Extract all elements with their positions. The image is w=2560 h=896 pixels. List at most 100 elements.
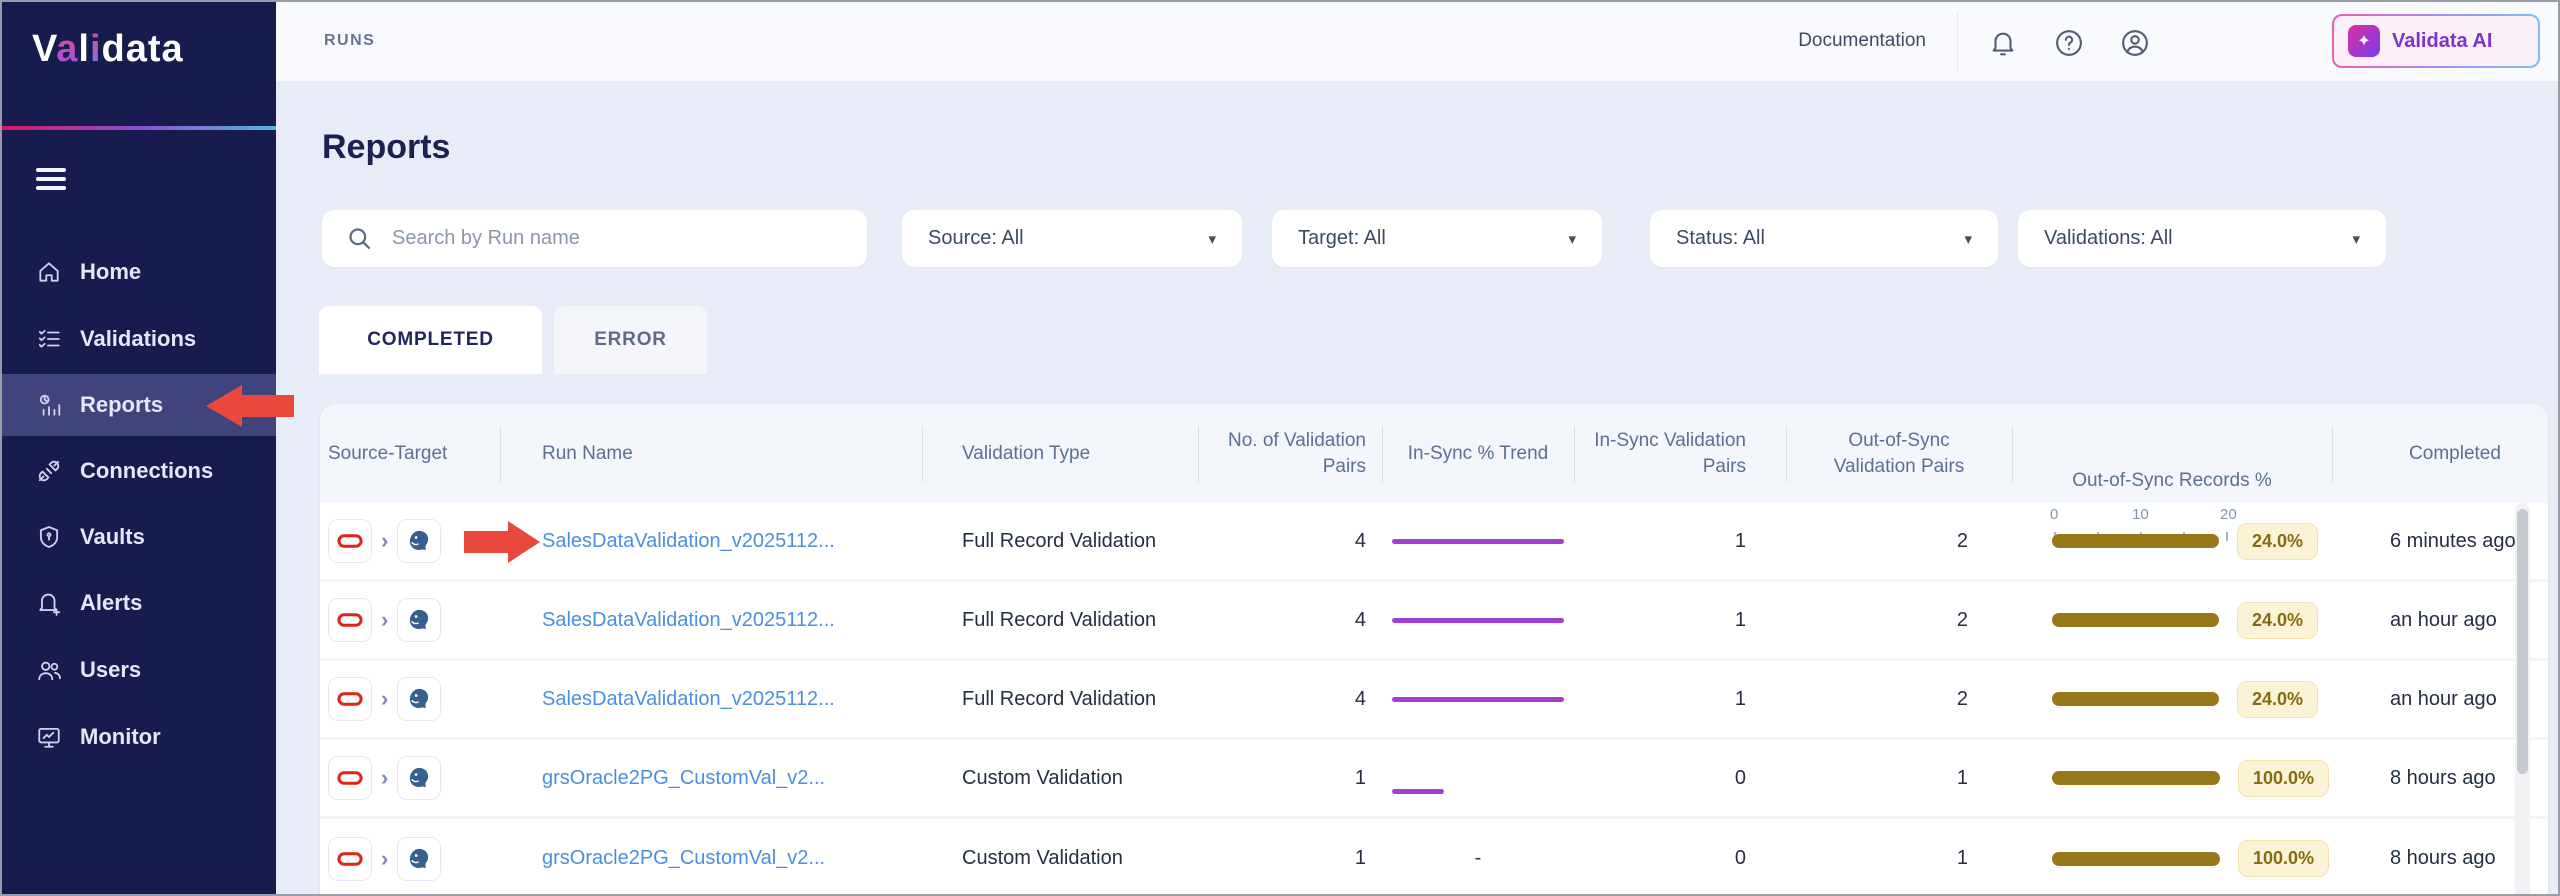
table-row[interactable]: › grsOracle2PG_CustomVal_v2... Custom Va…	[320, 819, 2548, 894]
ai-button-label: Validata AI	[2392, 29, 2493, 52]
oracle-source-icon	[328, 598, 372, 642]
sidebar-item-home[interactable]: Home	[2, 241, 276, 303]
chevron-right-icon: ›	[381, 845, 389, 871]
run-name-link[interactable]: SalesDataValidation_v2025112...	[542, 687, 835, 710]
table-header-row: Source-Target Run Name Validation Type N…	[320, 404, 2548, 541]
home-icon	[36, 259, 62, 285]
monitor-icon	[36, 724, 62, 750]
reports-icon	[36, 392, 62, 418]
table-row[interactable]: › grsOracle2PG_CustomVal_v2... Custom Va…	[320, 740, 2548, 819]
sidebar-item-connections[interactable]: Connections	[2, 440, 276, 502]
chevron-right-icon: ›	[381, 607, 389, 632]
annotation-arrow-reports	[206, 385, 294, 427]
out-of-sync-pairs: 2	[1956, 608, 1968, 631]
search-input[interactable]	[392, 210, 852, 267]
col-trend: In-Sync % Trend	[1407, 442, 1549, 464]
validation-type: Full Record Validation	[962, 608, 1157, 631]
chevron-right-icon: ›	[381, 528, 389, 553]
in-sync-trend-sparkline	[1392, 617, 1564, 623]
scrollbar-thumb[interactable]	[2517, 509, 2528, 774]
postgres-target-icon	[397, 756, 442, 800]
vaults-icon	[36, 524, 62, 550]
in-sync-pairs: 0	[1734, 766, 1746, 789]
help-icon[interactable]	[2054, 28, 2084, 58]
chevron-down-icon: ▾	[1208, 230, 1216, 248]
sidebar-item-vaults[interactable]: Vaults	[2, 506, 276, 568]
run-name-link[interactable]: grsOracle2PG_CustomVal_v2...	[542, 766, 826, 789]
no-of-pairs: 4	[1354, 529, 1366, 552]
run-name-link[interactable]: grsOracle2PG_CustomVal_v2...	[542, 847, 826, 869]
postgres-target-icon	[397, 836, 442, 881]
no-of-pairs: 1	[1354, 766, 1366, 789]
postgres-target-icon	[397, 677, 442, 721]
documentation-link[interactable]: Documentation	[1798, 30, 1926, 51]
validation-type: Full Record Validation	[962, 687, 1157, 710]
records-pct-bar	[2052, 692, 2219, 706]
col-source-target: Source-Target	[328, 442, 448, 464]
out-of-sync-pairs: 2	[1956, 529, 1968, 552]
run-name-link[interactable]: SalesDataValidation_v2025112...	[542, 529, 835, 552]
run-name-link[interactable]: SalesDataValidation_v2025112...	[542, 608, 835, 631]
ai-sparkle-chat-icon: ✦	[2348, 25, 2380, 57]
hamburger-menu-icon[interactable]	[36, 168, 66, 192]
no-of-pairs: 4	[1354, 687, 1366, 710]
notifications-bell-icon[interactable]	[1988, 28, 2018, 58]
table-scrollbar[interactable]	[2515, 503, 2530, 894]
col-validation-type: Validation Type	[962, 442, 1091, 464]
records-pct-bar	[2052, 771, 2220, 785]
out-of-sync-pairs: 2	[1956, 687, 1968, 710]
alerts-icon	[36, 590, 62, 616]
col-completed: Completed	[2409, 442, 2501, 464]
annotation-arrow-run	[464, 521, 540, 563]
completed-time: an hour ago	[2390, 608, 2497, 631]
in-sync-pairs: 1	[1734, 608, 1746, 631]
records-pct-badge: 24.0%	[2237, 522, 2319, 560]
col-in-sync-pairs: In-Sync Validation Pairs	[1594, 429, 1746, 477]
table-row[interactable]: › SalesDataValidation_v2025112... Full R…	[320, 661, 2548, 740]
completed-time: an hour ago	[2390, 687, 2497, 710]
topbar: RUNS Documentation ✦ Validata AI	[276, 2, 2558, 82]
user-account-icon[interactable]	[2120, 28, 2150, 58]
sidebar-item-monitor[interactable]: Monitor	[2, 706, 276, 768]
validata-logo: Validata	[32, 28, 184, 70]
records-pct-bar	[2052, 851, 2220, 866]
oracle-source-icon	[328, 519, 372, 563]
table-row[interactable]: › SalesDataValidation_v2025112... Full R…	[320, 582, 2548, 661]
reports-table: Source-Target Run Name Validation Type N…	[320, 404, 2548, 894]
col-out-of-sync-pairs: Out-of-Sync Validation Pairs	[1833, 429, 1965, 477]
sidebar-item-alerts[interactable]: Alerts	[2, 572, 276, 634]
validation-type: Custom Validation	[962, 847, 1123, 869]
breadcrumb: RUNS	[324, 32, 376, 49]
oracle-source-icon	[328, 756, 372, 800]
page-title: Reports	[322, 128, 451, 166]
in-sync-trend-sparkline	[1392, 696, 1564, 702]
no-of-pairs: 1	[1354, 847, 1366, 869]
validata-ai-button[interactable]: ✦ Validata AI	[2332, 14, 2540, 68]
tab-error[interactable]: ERROR	[554, 306, 707, 374]
target-filter-dropdown[interactable]: Target: All ▾	[1272, 210, 1602, 267]
sidebar-item-users[interactable]: Users	[2, 639, 276, 701]
records-pct-badge: 24.0%	[2237, 601, 2319, 639]
tab-completed[interactable]: COMPLETED	[319, 306, 542, 374]
validations-icon	[36, 326, 62, 352]
users-icon	[36, 657, 62, 683]
out-of-sync-pairs: 1	[1956, 847, 1968, 869]
validation-type: Custom Validation	[962, 766, 1123, 789]
search-icon	[349, 228, 371, 250]
out-of-sync-pairs: 1	[1956, 766, 1968, 789]
connections-icon	[36, 458, 62, 484]
postgres-target-icon	[397, 598, 442, 642]
validations-filter-dropdown[interactable]: Validations: All ▾	[2018, 210, 2386, 267]
col-run-name: Run Name	[542, 442, 633, 464]
in-sync-trend-sparkline	[1392, 538, 1564, 544]
in-sync-pairs: 0	[1734, 847, 1746, 869]
table-row[interactable]: › SalesDataValidation_v2025112... Full R…	[320, 503, 2548, 582]
sidebar-item-validations[interactable]: Validations	[2, 308, 276, 370]
oracle-source-icon	[328, 836, 372, 881]
completed-time: 8 hours ago	[2390, 847, 2496, 869]
source-filter-dropdown[interactable]: Source: All ▾	[902, 210, 1242, 267]
validation-type: Full Record Validation	[962, 529, 1157, 552]
records-pct-badge: 100.0%	[2238, 759, 2330, 797]
status-filter-dropdown[interactable]: Status: All ▾	[1650, 210, 1998, 267]
